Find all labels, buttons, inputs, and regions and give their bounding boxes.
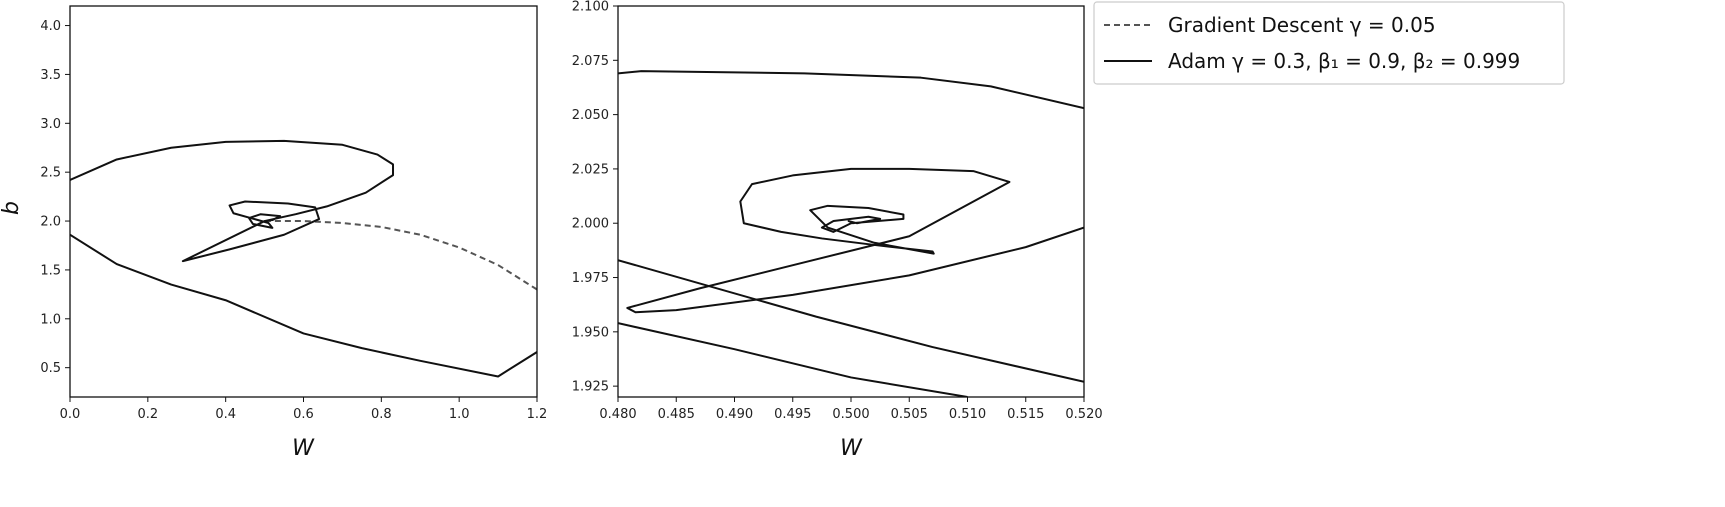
right-adam-line-segment-0 xyxy=(618,70,1084,110)
right-plot: 0.480 0.485 0.490 0.495 0.500 0.505 0.510 0.515… xyxy=(572,0,1103,461)
right-x-ticks: 0.480 0.485 0.490 0.495 0.500 0.505 0.510 0.515… xyxy=(599,397,1103,422)
left-y-tick-label: 1.5 xyxy=(40,263,61,278)
right-adam-line-segment-3 xyxy=(626,167,1084,314)
left-y-tick-label: 4.0 xyxy=(40,19,61,34)
left-series-layer xyxy=(70,139,537,378)
left-y-tick-label: 2.0 xyxy=(40,215,61,230)
left-y-tick-label: 3.5 xyxy=(40,68,61,83)
right-x-tick-label: 0.485 xyxy=(658,407,695,422)
right-x-axis-label: W xyxy=(840,436,863,461)
right-x-tick-label: 0.520 xyxy=(1065,407,1102,422)
right-series-layer xyxy=(618,70,1084,397)
left-x-ticks: 0.0 0.2 0.4 0.6 0.8 1.0 1.2 xyxy=(60,397,548,422)
left-y-ticks: 0.5 1.0 1.5 2.0 2.5 3.0 3.5 4.0 xyxy=(40,19,70,376)
left-gradient-descent-line xyxy=(264,220,537,291)
right-x-tick-label: 0.490 xyxy=(716,407,753,422)
right-y-tick-label: 2.075 xyxy=(572,54,609,69)
right-y-tick-label: 2.025 xyxy=(572,162,609,177)
right-y-tick-label: 2.050 xyxy=(572,108,609,123)
right-adam-line-segment-2 xyxy=(618,322,968,397)
legend-label-gradient-descent: Gradient Descent γ = 0.05 xyxy=(1168,13,1436,37)
right-adam-line-segment-1 xyxy=(618,259,1084,383)
left-plot-frame xyxy=(69,5,538,398)
right-x-tick-label: 0.480 xyxy=(599,407,636,422)
left-adam-line xyxy=(70,139,537,378)
left-x-tick-label: 0.8 xyxy=(371,407,392,422)
left-x-tick-label: 0.2 xyxy=(137,407,158,422)
left-y-axis-label: b xyxy=(0,201,24,215)
right-y-tick-label: 1.975 xyxy=(572,271,609,286)
right-x-tick-label: 0.515 xyxy=(1007,407,1044,422)
left-y-tick-label: 3.0 xyxy=(40,117,61,132)
left-y-tick-label: 0.5 xyxy=(40,361,61,376)
right-y-tick-label: 2.000 xyxy=(572,217,609,232)
legend: Gradient Descent γ = 0.05 Adam γ = 0.3, … xyxy=(1093,1,1565,85)
right-y-tick-label: 1.925 xyxy=(572,380,609,395)
left-y-tick-label: 2.5 xyxy=(40,166,61,181)
left-y-tick-label: 1.0 xyxy=(40,312,61,327)
right-y-tick-label: 1.950 xyxy=(572,325,609,340)
legend-label-adam: Adam γ = 0.3, β₁ = 0.9, β₂ = 0.999 xyxy=(1168,49,1520,73)
right-y-ticks: 1.925 1.950 1.975 2.000 2.025 2.050 2.075 2.100 xyxy=(572,0,618,395)
left-x-tick-label: 0.6 xyxy=(293,407,314,422)
right-x-tick-label: 0.510 xyxy=(949,407,986,422)
right-y-tick-label: 2.100 xyxy=(572,0,609,15)
left-x-tick-label: 1.2 xyxy=(527,407,548,422)
left-x-axis-label: W xyxy=(292,436,315,461)
right-x-tick-label: 0.505 xyxy=(891,407,928,422)
left-x-tick-label: 1.0 xyxy=(449,407,470,422)
right-x-tick-label: 0.500 xyxy=(832,407,869,422)
left-x-tick-label: 0.0 xyxy=(60,407,81,422)
left-x-tick-label: 0.4 xyxy=(215,407,236,422)
legend-box xyxy=(1093,1,1565,85)
right-x-tick-label: 0.495 xyxy=(774,407,811,422)
left-plot: 0.0 0.2 0.4 0.6 0.8 1.0 1.2 0.5 1.0 1.5 2.0 2.5 3.0… xyxy=(0,5,548,461)
